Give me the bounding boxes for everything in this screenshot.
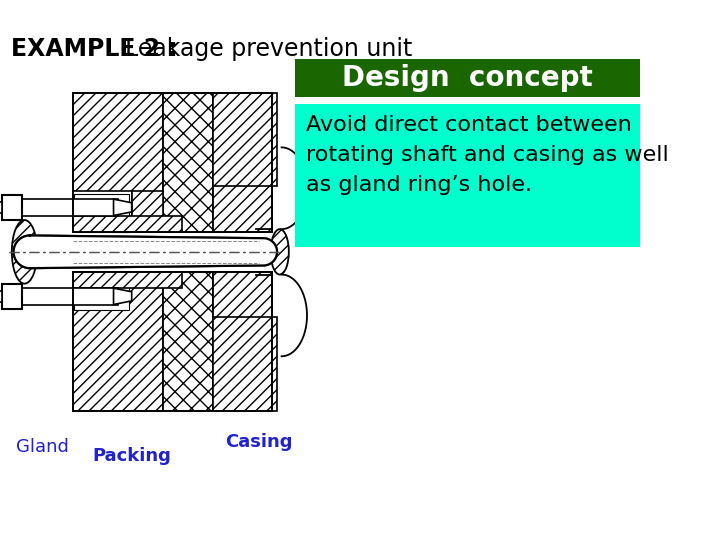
Polygon shape (14, 235, 277, 268)
Bar (0, 202, 2, 213)
Bar (163, 93, 213, 232)
Bar (213, 317, 277, 411)
Bar (213, 93, 277, 186)
Bar (73, 272, 163, 411)
Polygon shape (282, 274, 307, 356)
Text: Design  concept: Design concept (343, 64, 593, 92)
Text: Casing: Casing (225, 434, 293, 451)
Bar (295, 104, 640, 247)
Polygon shape (114, 199, 132, 215)
Bar (73, 191, 132, 232)
Bar (73, 215, 181, 232)
Ellipse shape (12, 220, 37, 284)
Bar (18, 199, 118, 215)
Ellipse shape (271, 229, 289, 274)
Polygon shape (114, 288, 132, 305)
Bar (18, 288, 118, 305)
Bar (2, 284, 22, 309)
Text: Leakage prevention unit: Leakage prevention unit (125, 37, 413, 60)
Polygon shape (282, 147, 307, 229)
Text: Avoid direct contact between
rotating shaft and casing as well
as gland ring’s h: Avoid direct contact between rotating sh… (306, 114, 669, 195)
Bar (73, 272, 181, 288)
Bar (73, 93, 163, 232)
Bar (0, 291, 2, 302)
Bar (213, 272, 272, 411)
Polygon shape (14, 235, 277, 268)
Bar (132, 191, 163, 232)
Bar (74, 272, 129, 310)
Bar (2, 194, 22, 220)
Bar (213, 93, 272, 232)
Bar (295, 59, 640, 97)
Bar (74, 194, 129, 232)
Text: Packing: Packing (92, 447, 171, 465)
Text: EXAMPLE 2 :: EXAMPLE 2 : (11, 37, 186, 60)
Bar (163, 272, 213, 411)
Bar (73, 93, 163, 232)
Text: Gland: Gland (17, 438, 69, 456)
